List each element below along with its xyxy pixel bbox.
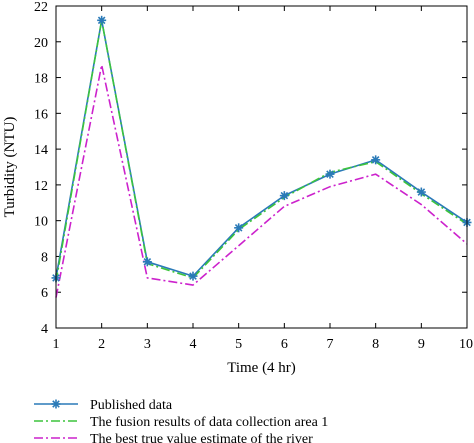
series-1-point: [142, 257, 152, 267]
legend-label-2: The fusion results of data collection ar…: [90, 415, 328, 430]
legend-marker-1: [51, 399, 61, 409]
series-line-1: [55, 19, 468, 279]
x-tick-label: 10: [459, 337, 473, 352]
series-line-2: [55, 19, 468, 282]
series-1-point: [416, 187, 426, 197]
series-1-point: [279, 191, 289, 201]
x-axis-label: Time (4 hr): [227, 360, 296, 376]
y-tick-label: 4: [41, 322, 48, 337]
series-1-point: [234, 223, 244, 233]
legend: Published data The fusion results of data…: [34, 398, 328, 443]
y-tick-label: 16: [34, 107, 48, 122]
y-axis-ticks: 4 6 8 10 12 14 16 18 20 22: [34, 0, 467, 337]
y-tick-label: 14: [34, 143, 48, 158]
x-tick-label: 6: [281, 337, 288, 352]
series-1-point: [97, 15, 107, 25]
x-tick-label: 2: [98, 337, 105, 352]
x-tick-label: 1: [53, 337, 60, 352]
x-tick-label: 4: [190, 337, 197, 352]
plot-area-frame: [55, 5, 468, 329]
y-tick-label: 20: [34, 36, 48, 51]
series-1-point: [188, 271, 198, 281]
y-tick-label: 8: [41, 250, 48, 265]
y-axis-label: Turbidity (NTU): [2, 117, 18, 218]
x-axis-ticks: 1 2 3 4 5 6 7 8 9 10: [53, 6, 473, 352]
y-tick-label: 22: [34, 0, 48, 15]
y-tick-label: 18: [34, 72, 48, 87]
y-tick-label: 6: [41, 286, 48, 301]
legend-label-1: Published data: [90, 398, 173, 413]
series-1-point: [371, 155, 381, 165]
y-tick-label: 12: [34, 179, 48, 194]
series-1-point: [325, 169, 335, 179]
x-tick-label: 3: [144, 337, 151, 352]
x-tick-label: 8: [372, 337, 379, 352]
x-tick-label: 5: [235, 337, 242, 352]
x-tick-label: 7: [327, 337, 334, 352]
series-line-3: [55, 64, 468, 298]
x-tick-label: 9: [418, 337, 425, 352]
legend-label-3: The best true value estimate of the rive…: [90, 432, 313, 443]
chart-series: [51, 15, 472, 298]
y-tick-label: 10: [34, 215, 48, 230]
